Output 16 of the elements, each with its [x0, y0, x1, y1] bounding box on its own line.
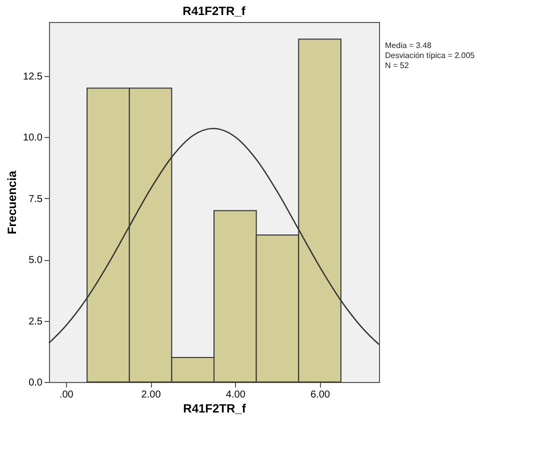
- y-tick-label: 2.5: [28, 316, 43, 328]
- text: N = 52: [385, 61, 410, 70]
- y-tick-label: 5.0: [28, 255, 43, 266]
- x-tick-label: 2.00: [141, 390, 162, 400]
- x-axis-title: R41F2TR_f: [183, 402, 247, 416]
- y-tick-label: 7.5: [28, 194, 43, 205]
- text: Media = 3.48: [385, 41, 432, 50]
- y-tick-label: 10.0: [23, 132, 43, 144]
- y-axis-title: Frecuencia: [5, 170, 20, 234]
- text: Desviación típica = 2.005: [385, 51, 476, 60]
- y-tick-label: 0.0: [28, 378, 43, 388]
- chart-title: R41F2TR_f: [182, 4, 246, 18]
- x-tick-label: .00: [59, 390, 74, 400]
- x-tick-label: 4.00: [226, 390, 246, 400]
- x-tick-label: 6.00: [310, 390, 330, 400]
- y-tick-label: 12.5: [23, 71, 43, 82]
